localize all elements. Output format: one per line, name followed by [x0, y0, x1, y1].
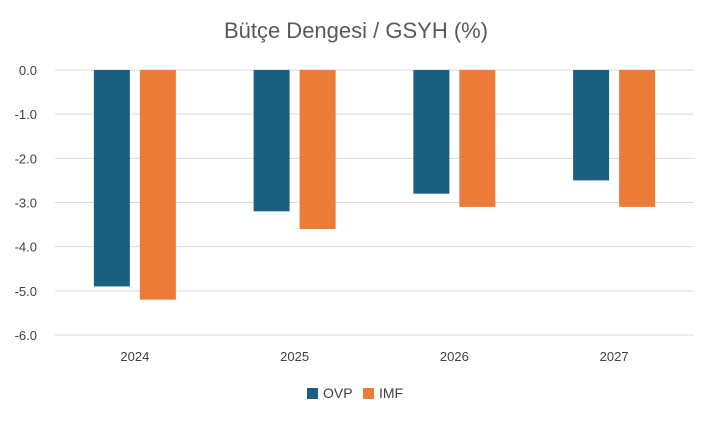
bar-ovp-2025 [253, 70, 290, 212]
legend-swatch-ovp [307, 388, 318, 399]
x-tick-label: 2026 [440, 349, 469, 364]
bar-ovp-2027 [573, 70, 610, 181]
bar-imf-2025 [299, 70, 336, 229]
bar-imf-2026 [459, 70, 496, 207]
x-tick-label: 2024 [120, 349, 149, 364]
y-tick-label: 0.0 [19, 63, 37, 78]
y-tick-label: -2.0 [15, 151, 37, 166]
y-axis-ticks: 0.0 -1.0 -2.0 -3.0 -4.0 -5.0 -6.0 [15, 63, 37, 343]
legend-label-ovp: OVP [323, 385, 353, 401]
bar-imf-2027 [619, 70, 656, 207]
legend-label-imf: IMF [379, 385, 403, 401]
bars [93, 70, 656, 300]
y-tick-label: -6.0 [15, 328, 37, 343]
legend: OVP IMF [307, 385, 403, 401]
x-axis-ticks: 2024 2025 2026 2027 [120, 349, 628, 364]
x-tick-label: 2027 [600, 349, 629, 364]
chart-title: Bütçe Dengesi / GSYH (%) [224, 18, 488, 43]
y-tick-label: -3.0 [15, 196, 37, 211]
y-tick-label: -5.0 [15, 284, 37, 299]
bar-ovp-2024 [93, 70, 130, 287]
bar-ovp-2026 [413, 70, 450, 194]
y-tick-label: -4.0 [15, 240, 37, 255]
x-tick-label: 2025 [280, 349, 309, 364]
y-tick-label: -1.0 [15, 107, 37, 122]
legend-swatch-imf [363, 388, 374, 399]
bar-imf-2024 [139, 70, 176, 300]
